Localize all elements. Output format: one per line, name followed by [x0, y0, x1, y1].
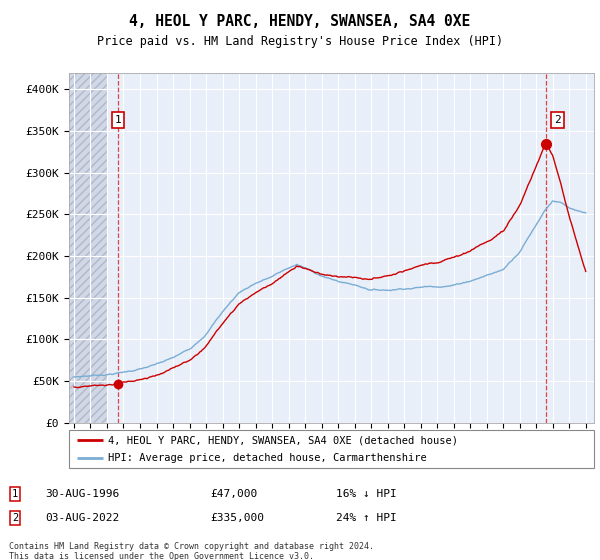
- Text: 03-AUG-2022: 03-AUG-2022: [45, 513, 119, 523]
- Text: Contains HM Land Registry data © Crown copyright and database right 2024.
This d: Contains HM Land Registry data © Crown c…: [9, 542, 374, 560]
- Text: 1: 1: [12, 489, 18, 499]
- Text: 30-AUG-1996: 30-AUG-1996: [45, 489, 119, 499]
- Text: £335,000: £335,000: [210, 513, 264, 523]
- Text: 24% ↑ HPI: 24% ↑ HPI: [336, 513, 397, 523]
- Text: 4, HEOL Y PARC, HENDY, SWANSEA, SA4 0XE: 4, HEOL Y PARC, HENDY, SWANSEA, SA4 0XE: [130, 14, 470, 29]
- Text: 2: 2: [554, 115, 561, 125]
- Text: £47,000: £47,000: [210, 489, 257, 499]
- Text: 4, HEOL Y PARC, HENDY, SWANSEA, SA4 0XE (detached house): 4, HEOL Y PARC, HENDY, SWANSEA, SA4 0XE …: [109, 435, 458, 445]
- Text: Price paid vs. HM Land Registry's House Price Index (HPI): Price paid vs. HM Land Registry's House …: [97, 35, 503, 48]
- Text: 16% ↓ HPI: 16% ↓ HPI: [336, 489, 397, 499]
- Text: 1: 1: [115, 115, 121, 125]
- Text: 2: 2: [12, 513, 18, 523]
- Bar: [69, 73, 107, 423]
- Text: HPI: Average price, detached house, Carmarthenshire: HPI: Average price, detached house, Carm…: [109, 453, 427, 463]
- FancyBboxPatch shape: [69, 430, 594, 468]
